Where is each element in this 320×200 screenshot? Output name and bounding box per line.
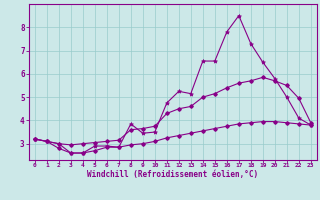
X-axis label: Windchill (Refroidissement éolien,°C): Windchill (Refroidissement éolien,°C) (87, 170, 258, 179)
